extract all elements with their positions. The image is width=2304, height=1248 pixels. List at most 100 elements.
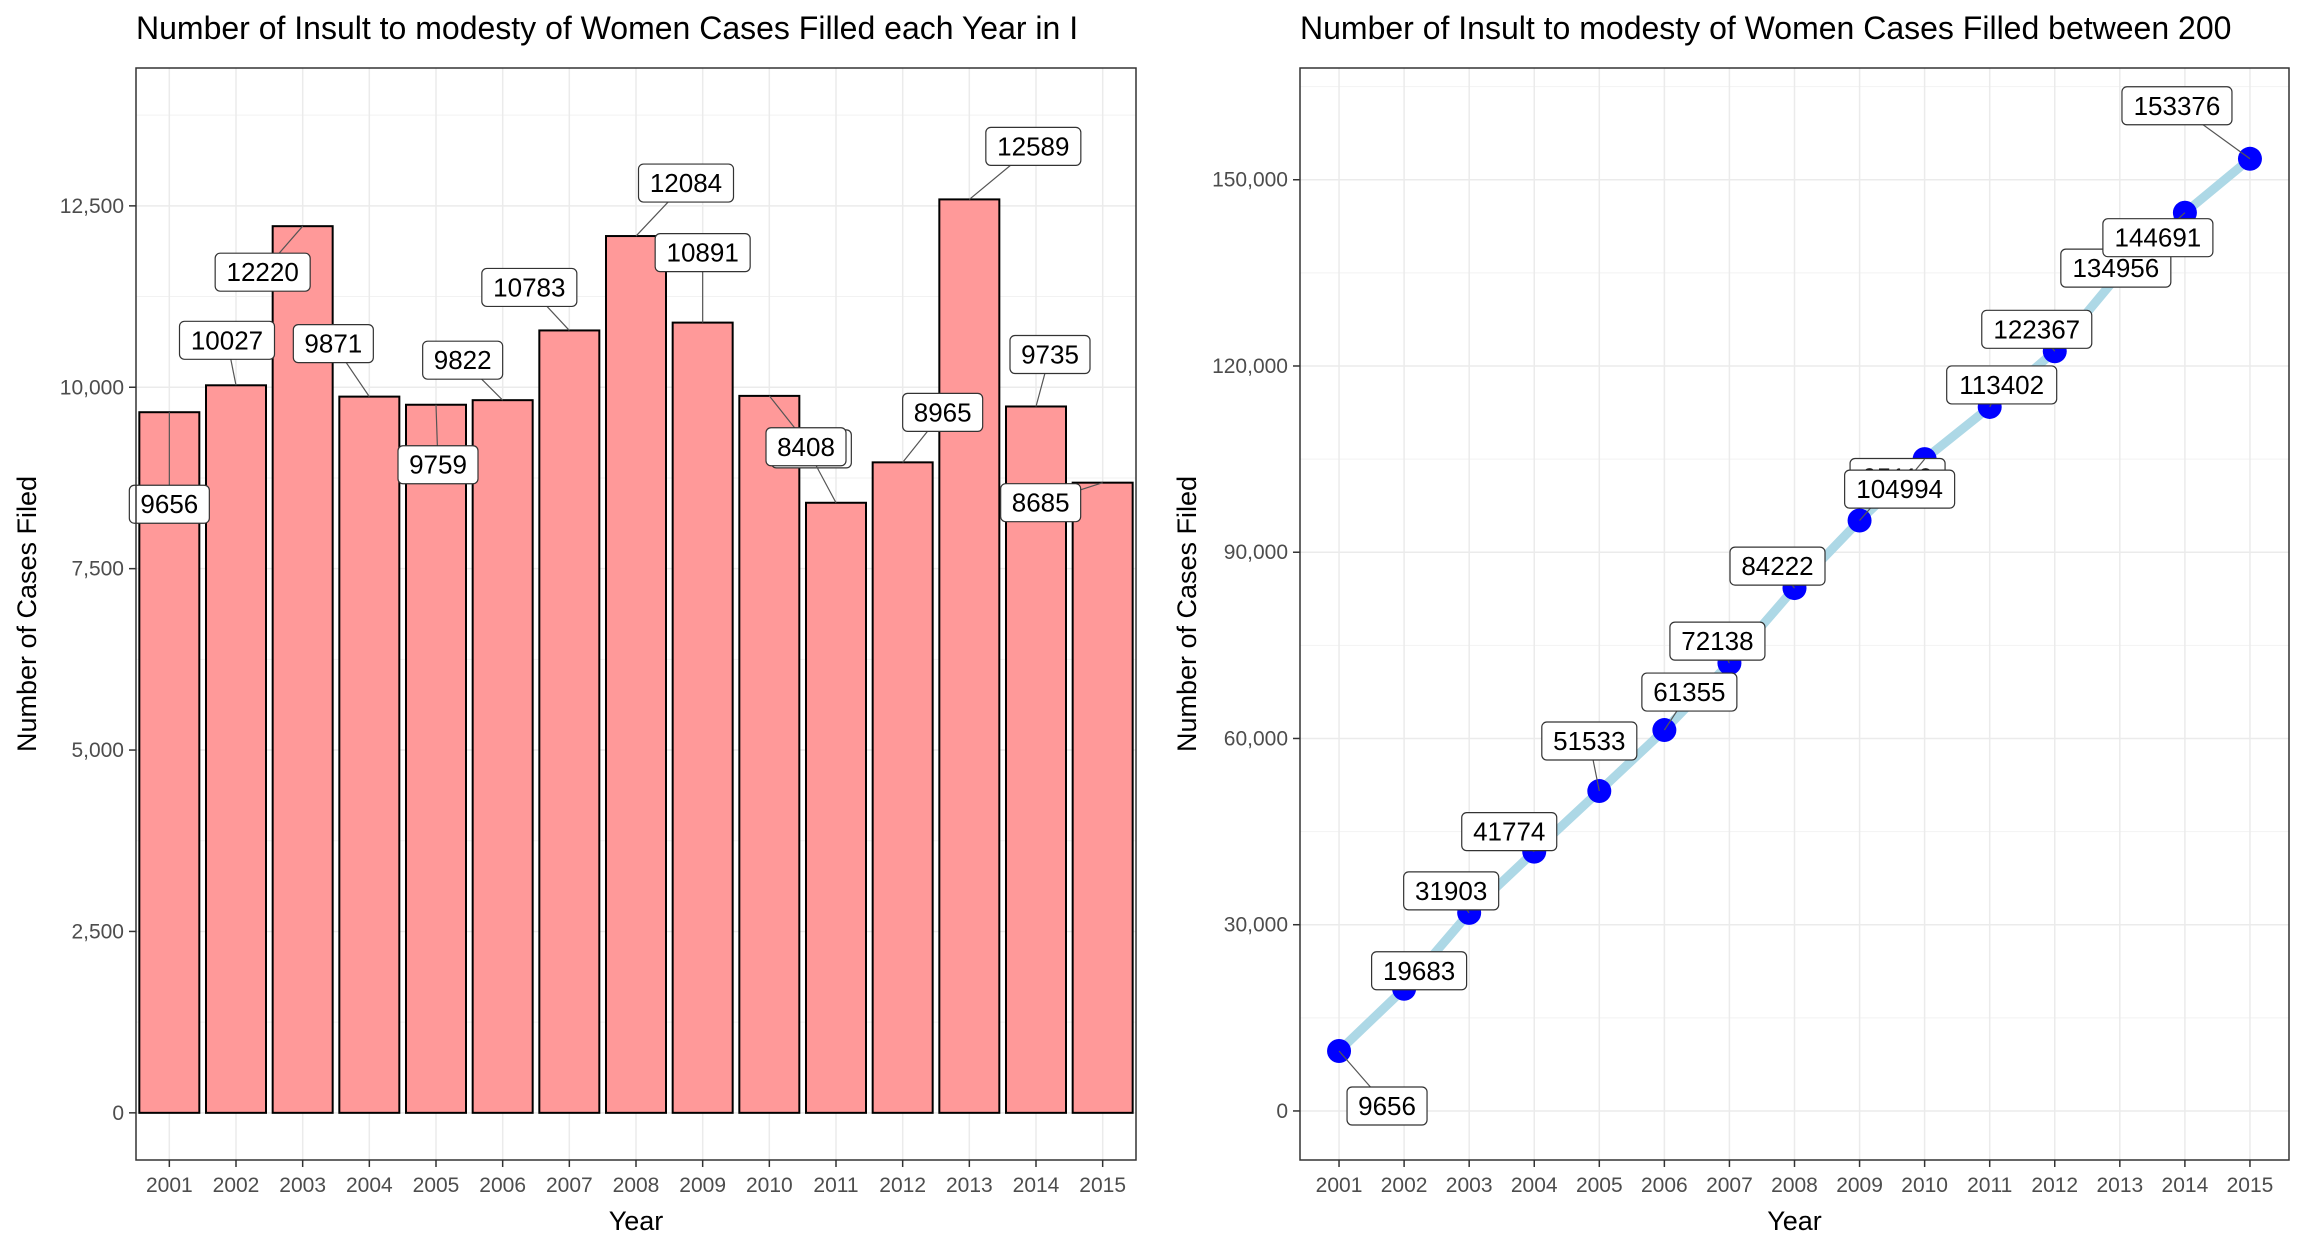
line-x-tick-label: 2011 [1967, 1174, 2012, 1197]
bar-x-tick-label: 2004 [346, 1174, 393, 1197]
bar-chart-svg: 9656 10027 12220 9871 9759 9822 10783 12084 1089… [12, 67, 1137, 1236]
line-x-tick-label: 2005 [1576, 1174, 1623, 1197]
line-x-tick-label: 2001 [1316, 1174, 1363, 1197]
bar-2009 [671, 321, 734, 1114]
bar-data-label-2014-box [1009, 334, 1091, 375]
line-data-label-2007: 72138 [1669, 621, 1766, 661]
line-x-tick-label: 2014 [2162, 1174, 2209, 1197]
bar-x-tick-label: 2001 [146, 1174, 193, 1197]
line-data-label-2006-box [1641, 672, 1738, 712]
bar-2001 [138, 411, 201, 1114]
line-y-tick-label: 30,000 [1224, 914, 1288, 937]
line-data-label-2015: 153376 [2121, 86, 2233, 126]
bar-data-label-2009-text: 10891 [667, 238, 739, 268]
bar-data-label-2001-box [128, 484, 210, 524]
line-data-label-2013: 134956 [2060, 248, 2172, 288]
bar-data-label-2013: 12589 [985, 126, 1082, 167]
line-data-label-2003: 31903 [1403, 871, 1500, 911]
line-x-axis-title: Year [1767, 1206, 1822, 1236]
line-data-label-2010-box [1844, 469, 1956, 509]
bar-y-tick-label: 10,000 [60, 376, 124, 399]
bar-x-tick-label: 2012 [879, 1174, 926, 1197]
bar-data-label-2009: 10891 [654, 233, 751, 273]
bar-2004 [338, 395, 401, 1114]
bar-data-label-2002-text: 10027 [191, 325, 263, 355]
bar-data-label-2013-text: 12589 [997, 131, 1069, 161]
bar-2008 [605, 235, 667, 1114]
bar-data-label-2009-box [654, 233, 751, 273]
bar-y-tick-label: 7,500 [71, 558, 124, 581]
line-data-label-2011-box [1946, 365, 2058, 405]
line-data-label-2012: 122367 [1981, 309, 2093, 349]
bar-data-label-2011: 8408 [765, 427, 847, 467]
line-data-label-2012-text: 122367 [1993, 314, 2080, 344]
bar-data-label-2005-text: 9759 [409, 450, 467, 480]
bar-data-label-2001-text: 9656 [140, 489, 198, 519]
line-data-label-2008: 84222 [1729, 546, 1826, 586]
line-x-tick-label: 2012 [2031, 1174, 2078, 1197]
line-x-tick-label: 2015 [2227, 1174, 2274, 1197]
bar-data-label-2004-text: 9871 [304, 329, 362, 359]
bar-data-label-2008-text: 12084 [650, 168, 722, 198]
bar-data-label-2008-box [637, 163, 735, 203]
line-data-label-2014-box [2102, 218, 2214, 258]
bar-data-label-2014: 9735 [1009, 334, 1091, 375]
line-data-label-2003-box [1403, 871, 1500, 911]
line-data-label-2010: 104994 [1844, 469, 1956, 509]
bar-data-label-2007-text: 10783 [493, 272, 565, 302]
bar-x-tick-label: 2007 [546, 1174, 593, 1197]
bar-data-label-2012-box [902, 392, 984, 432]
bar-data-label-2012-text: 8965 [914, 397, 972, 427]
line-data-label-2008-box [1729, 546, 1826, 586]
line-data-label-2007-text: 72138 [1681, 626, 1753, 656]
line-data-label-2015-text: 153376 [2134, 91, 2221, 121]
line-data-label-2001: 9656 [1346, 1086, 1428, 1126]
bar-y-tick-label: 2,500 [71, 920, 124, 943]
bar-2002 [205, 384, 267, 1114]
line-data-label-2005: 51533 [1541, 721, 1638, 761]
line-chart-svg: 9656 19683 31903 41774 51533 61355 72138 84222 9… [1172, 67, 2290, 1236]
bar-2013 [938, 198, 1001, 1114]
bar-data-label-2011-text: 8408 [777, 432, 835, 462]
bar-x-tick-label: 2006 [479, 1174, 526, 1197]
line-data-label-2001-box [1346, 1086, 1428, 1126]
bar-x-tick-label: 2011 [813, 1174, 858, 1197]
line-y-axis-title: Number of Cases Filed [1172, 476, 1202, 752]
line-x-tick-label: 2003 [1446, 1174, 1493, 1197]
bar-y-axis-title: Number of Cases Filed [12, 476, 42, 752]
line-y-tick-label: 120,000 [1212, 355, 1288, 378]
bar-x-tick-label: 2014 [1013, 1174, 1060, 1197]
line-data-label-2011-text: 113402 [1959, 370, 2044, 400]
line-x-tick-label: 2010 [1901, 1174, 1948, 1197]
bar-x-tick-label: 2002 [213, 1174, 260, 1197]
line-data-label-2004-box [1461, 812, 1558, 852]
bar-data-label-2012: 8965 [902, 392, 984, 432]
bar-y-tick-label: 0 [112, 1102, 124, 1125]
bar-x-axis-title: Year [609, 1206, 664, 1236]
line-y-tick-label: 60,000 [1224, 727, 1288, 750]
bar-data-label-2006-box [422, 340, 504, 380]
bar-data-label-2005: 9759 [397, 445, 479, 485]
line-x-tick-label: 2006 [1641, 1174, 1688, 1197]
line-data-label-2002: 19683 [1371, 951, 1468, 991]
line-data-label-2014: 144691 [2102, 218, 2214, 258]
bar-2006 [471, 399, 534, 1114]
bar-data-label-2002-box [178, 320, 276, 360]
line-y-tick-label: 90,000 [1224, 541, 1288, 564]
bar-data-label-2004: 9871 [292, 324, 374, 364]
line-data-label-2004: 41774 [1461, 812, 1558, 852]
bar-data-label-2003: 12220 [214, 252, 311, 292]
bar-data-label-2008: 12084 [637, 163, 735, 203]
line-y-tick-label: 0 [1276, 1100, 1288, 1123]
line-data-label-2003-text: 31903 [1415, 876, 1487, 906]
bar-2010 [738, 394, 801, 1114]
line-data-label-2007-box [1669, 621, 1766, 661]
bar-data-label-2002: 10027 [178, 320, 276, 360]
line-data-label-2012-box [1981, 309, 2093, 349]
line-chart-title: Number of Insult to modesty of Women Cas… [1300, 10, 2232, 46]
line-x-tick-label: 2009 [1836, 1174, 1883, 1197]
bar-data-label-2015: 8685 [1000, 483, 1082, 523]
line-y-tick-label: 150,000 [1212, 169, 1288, 192]
bar-x-tick-label: 2008 [613, 1174, 660, 1197]
line-data-label-2005-box [1541, 721, 1638, 761]
